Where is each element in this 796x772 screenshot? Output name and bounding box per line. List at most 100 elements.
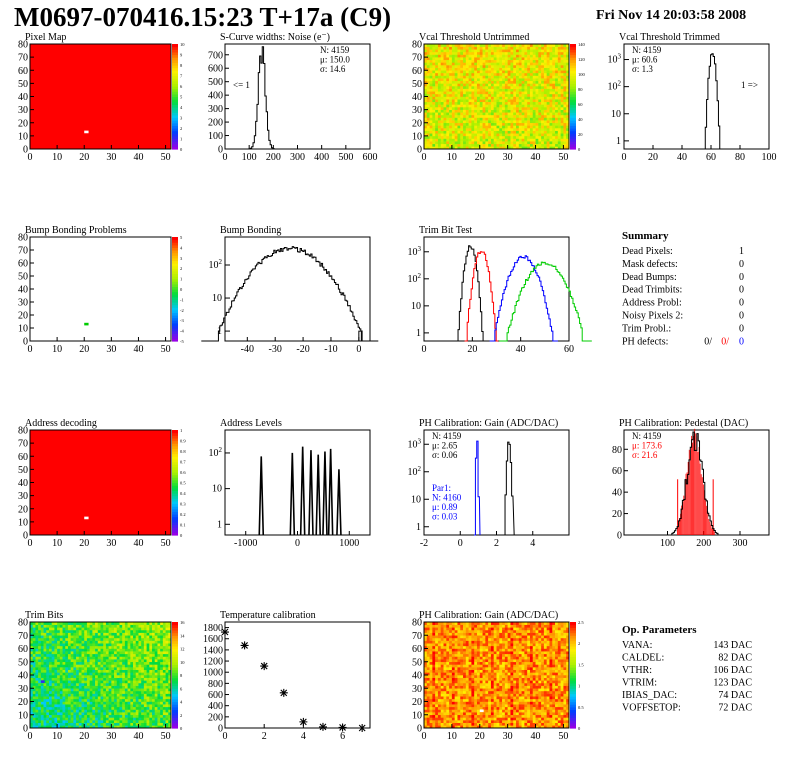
map-cell: [135, 693, 139, 697]
map-cell: [563, 80, 567, 84]
map-cell: [457, 83, 461, 87]
map-cell: [518, 135, 522, 139]
map-cell: [122, 635, 126, 639]
ph_gain-chart: PH Calibration: Gain (ADC/DAC)110102103-…: [408, 418, 570, 549]
map-cell: [108, 675, 112, 678]
map-cell: [513, 104, 517, 108]
map-cell: [541, 138, 545, 142]
map-cell: [141, 672, 145, 676]
map-cell: [89, 661, 93, 665]
map-cell: [563, 133, 567, 137]
map-cell: [89, 659, 93, 663]
map-cell: [516, 78, 520, 82]
map-cell: [460, 59, 464, 63]
map-cell: [549, 65, 553, 68]
map-cell: [524, 78, 528, 82]
map-cell: [443, 54, 447, 58]
map-cell: [485, 93, 489, 97]
map-cell: [460, 101, 464, 105]
map-cell: [516, 128, 520, 131]
map-cell: [432, 701, 436, 705]
map-cell: [471, 104, 475, 108]
map-cell: [59, 651, 63, 655]
map-cell: [454, 44, 458, 47]
palette-cell: [172, 675, 178, 679]
map-cell: [490, 46, 495, 50]
map-cell: [446, 78, 450, 82]
map-cell: [149, 706, 153, 710]
map-cell: [78, 651, 82, 655]
map-cell: [426, 682, 430, 686]
map-cell: [114, 720, 118, 723]
map-cell: [116, 664, 120, 668]
map-cell: [476, 143, 481, 147]
map-cell: [437, 133, 442, 137]
map-cell: [549, 88, 553, 92]
map-cell: [127, 693, 131, 697]
map-cell: [555, 117, 559, 121]
y-tick-label: 0: [617, 531, 622, 542]
map-cell: [138, 682, 142, 686]
map-cell: [32, 696, 36, 700]
map-cell: [59, 648, 63, 652]
map-cell: [482, 59, 486, 63]
map-cell: [529, 138, 534, 142]
map-cell: [116, 704, 120, 708]
palette-cell: [570, 143, 576, 147]
map-cell: [504, 141, 508, 145]
map-cell: [502, 44, 506, 47]
map-cell: [122, 653, 126, 657]
map-cell: [474, 122, 478, 126]
map-cell: [149, 712, 153, 716]
map-cell: [43, 624, 47, 628]
map-cell: [43, 698, 47, 702]
map-cell: [443, 141, 447, 145]
map-cell: [108, 725, 112, 729]
map-cell: [474, 44, 478, 47]
map-cell: [449, 141, 453, 145]
map-cell: [105, 680, 109, 684]
map-cell: [127, 690, 131, 694]
map-cell: [122, 629, 126, 633]
map-cell: [476, 83, 481, 87]
map-cell: [527, 49, 531, 53]
map-cell: [100, 693, 104, 697]
map-cell: [70, 682, 74, 686]
map-cell: [426, 83, 430, 87]
map-cell: [124, 669, 128, 673]
map-cell: [435, 96, 439, 100]
map-cell: [168, 696, 172, 700]
map-cell: [59, 629, 63, 633]
map-cell: [446, 86, 450, 89]
map-cell: [435, 67, 439, 71]
map-cell: [165, 693, 169, 697]
map-cell: [435, 130, 439, 134]
map-cell: [141, 685, 145, 689]
map-cell: [54, 653, 58, 657]
map-cell: [516, 91, 520, 95]
map-cell: [100, 653, 104, 657]
map-cell: [65, 627, 69, 631]
y-tick-label: 60: [18, 66, 28, 77]
map-cell: [100, 688, 104, 692]
map-cell: [32, 622, 36, 625]
map-cell: [143, 653, 147, 657]
map-cell: [437, 114, 442, 118]
map-cell: [157, 664, 161, 668]
map-cell: [97, 696, 101, 700]
map-cell: [70, 693, 74, 697]
histogram-series: [503, 441, 515, 536]
palette-cell: [172, 67, 178, 71]
map-cell: [119, 669, 123, 673]
map-cell: [566, 93, 570, 97]
palette-cell: [570, 59, 576, 63]
map-cell: [437, 122, 442, 126]
map-cell: [488, 112, 492, 116]
map-cell: [149, 661, 153, 665]
y-tick-label: 40: [18, 671, 28, 682]
map-cell: [543, 141, 547, 145]
map-cell: [552, 146, 556, 150]
map-cell: [48, 714, 52, 718]
map-cell: [70, 627, 74, 631]
map-cell: [70, 712, 74, 716]
